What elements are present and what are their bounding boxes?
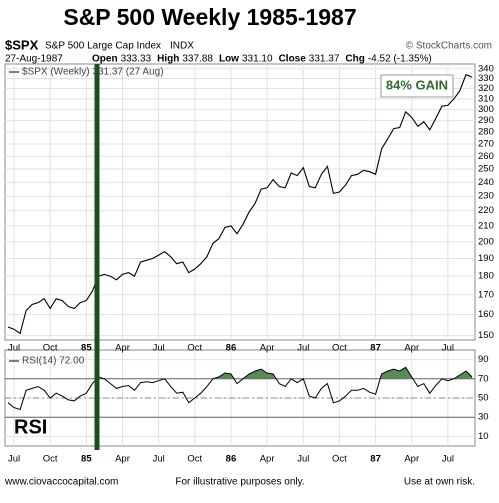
rsi-x-tick-label: Apr bbox=[404, 454, 419, 465]
x-tick-label: 85 bbox=[81, 343, 92, 354]
date: 27-Aug-1987 bbox=[5, 54, 63, 65]
quote-value: 331.37 bbox=[309, 54, 340, 65]
x-tick-label: Oct bbox=[187, 343, 202, 354]
footer-left: www.ciovaccocapital.com bbox=[4, 477, 118, 488]
quote-label: Chg bbox=[345, 54, 364, 65]
y-tick-label: 280 bbox=[478, 127, 494, 138]
y-tick-label: 160 bbox=[478, 309, 494, 320]
x-tick-label: Apr bbox=[260, 343, 275, 354]
x-tick-label: Apr bbox=[404, 343, 419, 354]
rsi-annotation: RSI bbox=[14, 416, 47, 438]
annotation: 84% GAIN bbox=[386, 77, 448, 92]
rsi-x-tick-label: 87 bbox=[370, 454, 381, 465]
rsi-x-tick-label: Oct bbox=[43, 454, 58, 465]
y-tick-label: 180 bbox=[478, 271, 494, 282]
quote-label: Open bbox=[92, 54, 118, 65]
price-line bbox=[7, 73, 473, 335]
rsi-legend-label: RSI(14) 72.00 bbox=[22, 356, 85, 367]
index-name: S&P 500 Large Cap Index bbox=[45, 41, 161, 52]
x-tick-label: Jul bbox=[153, 343, 165, 354]
annotation-box bbox=[380, 74, 454, 98]
footer-center: For illustrative purposes only. bbox=[175, 477, 304, 488]
x-tick-label: Jul bbox=[442, 343, 454, 354]
y-tick-label: 260 bbox=[478, 151, 494, 162]
rsi-tick-label: 10 bbox=[478, 431, 489, 442]
y-tick-label: 320 bbox=[478, 83, 494, 94]
y-tick-label: 200 bbox=[478, 236, 494, 247]
quote-label: High bbox=[157, 54, 179, 65]
quote-value: 333.33 bbox=[121, 54, 152, 65]
rsi-x-tick-label: Oct bbox=[332, 454, 347, 465]
symbol: $SPX bbox=[5, 37, 39, 52]
chart-title: S&P 500 Weekly 1985-1987 bbox=[63, 4, 356, 30]
rsi-x-tick-label: Apr bbox=[115, 454, 130, 465]
y-tick-label: 330 bbox=[478, 73, 494, 84]
quote-value: 337.88 bbox=[182, 54, 213, 65]
y-tick-label: 150 bbox=[478, 330, 494, 341]
rsi-x-tick-label: Jul bbox=[8, 454, 20, 465]
y-tick-label: 250 bbox=[478, 164, 494, 175]
quote-label: Low bbox=[219, 54, 239, 65]
rsi-tick-label: 70 bbox=[478, 373, 489, 384]
rsi-x-tick-label: Jul bbox=[297, 454, 309, 465]
y-tick-label: 340 bbox=[478, 63, 494, 74]
rsi-overbought-fill bbox=[96, 367, 472, 379]
rsi-x-tick-label: Jul bbox=[153, 454, 165, 465]
y-tick-label: 240 bbox=[478, 177, 494, 188]
rsi-x-tick-label: 85 bbox=[81, 454, 92, 465]
rsi-x-tick-label: Apr bbox=[260, 454, 275, 465]
x-tick-label: Oct bbox=[43, 343, 58, 354]
x-tick-label: 86 bbox=[226, 343, 237, 354]
y-tick-label: 310 bbox=[478, 93, 494, 104]
y-tick-label: 220 bbox=[478, 205, 494, 216]
rsi-x-tick-label: Oct bbox=[187, 454, 202, 465]
y-tick-label: 230 bbox=[478, 191, 494, 202]
y-tick-label: 270 bbox=[478, 138, 494, 149]
exchange: INDX bbox=[170, 41, 194, 52]
quote-value: -4.52 (-1.35%) bbox=[368, 54, 432, 65]
x-tick-label: Oct bbox=[332, 343, 347, 354]
rsi-line bbox=[7, 366, 473, 411]
y-tick-label: 210 bbox=[478, 220, 494, 231]
quote-value: 331.10 bbox=[242, 54, 273, 65]
x-tick-label: Jul bbox=[8, 343, 20, 354]
rsi-tick-label: 50 bbox=[478, 393, 489, 404]
rsi-x-tick-label: 86 bbox=[226, 454, 237, 465]
quote: Open 333.33 High 337.88 Low 331.10 Close 331.37… bbox=[92, 54, 432, 65]
y-tick-label: 290 bbox=[478, 115, 494, 126]
rsi-tick-label: 30 bbox=[478, 412, 489, 423]
source: © StockCharts.com bbox=[406, 41, 492, 52]
y-tick-label: 170 bbox=[478, 289, 494, 300]
plot-layer: 1501601701801902002102202302402502602702… bbox=[5, 63, 494, 465]
x-tick-label: 87 bbox=[370, 343, 381, 354]
x-tick-label: Jul bbox=[297, 343, 309, 354]
footer-right: Use at own risk. bbox=[404, 477, 475, 488]
y-tick-label: 300 bbox=[478, 104, 494, 115]
rsi-tick-label: 90 bbox=[478, 354, 489, 365]
rsi-x-tick-label: Jul bbox=[442, 454, 454, 465]
quote-label: Close bbox=[279, 54, 307, 65]
legend-label: $SPX (Weekly) 331.37 (27 Aug) bbox=[22, 67, 164, 78]
y-tick-label: 190 bbox=[478, 253, 494, 264]
main-panel bbox=[4, 63, 476, 341]
x-tick-label: Apr bbox=[115, 343, 130, 354]
